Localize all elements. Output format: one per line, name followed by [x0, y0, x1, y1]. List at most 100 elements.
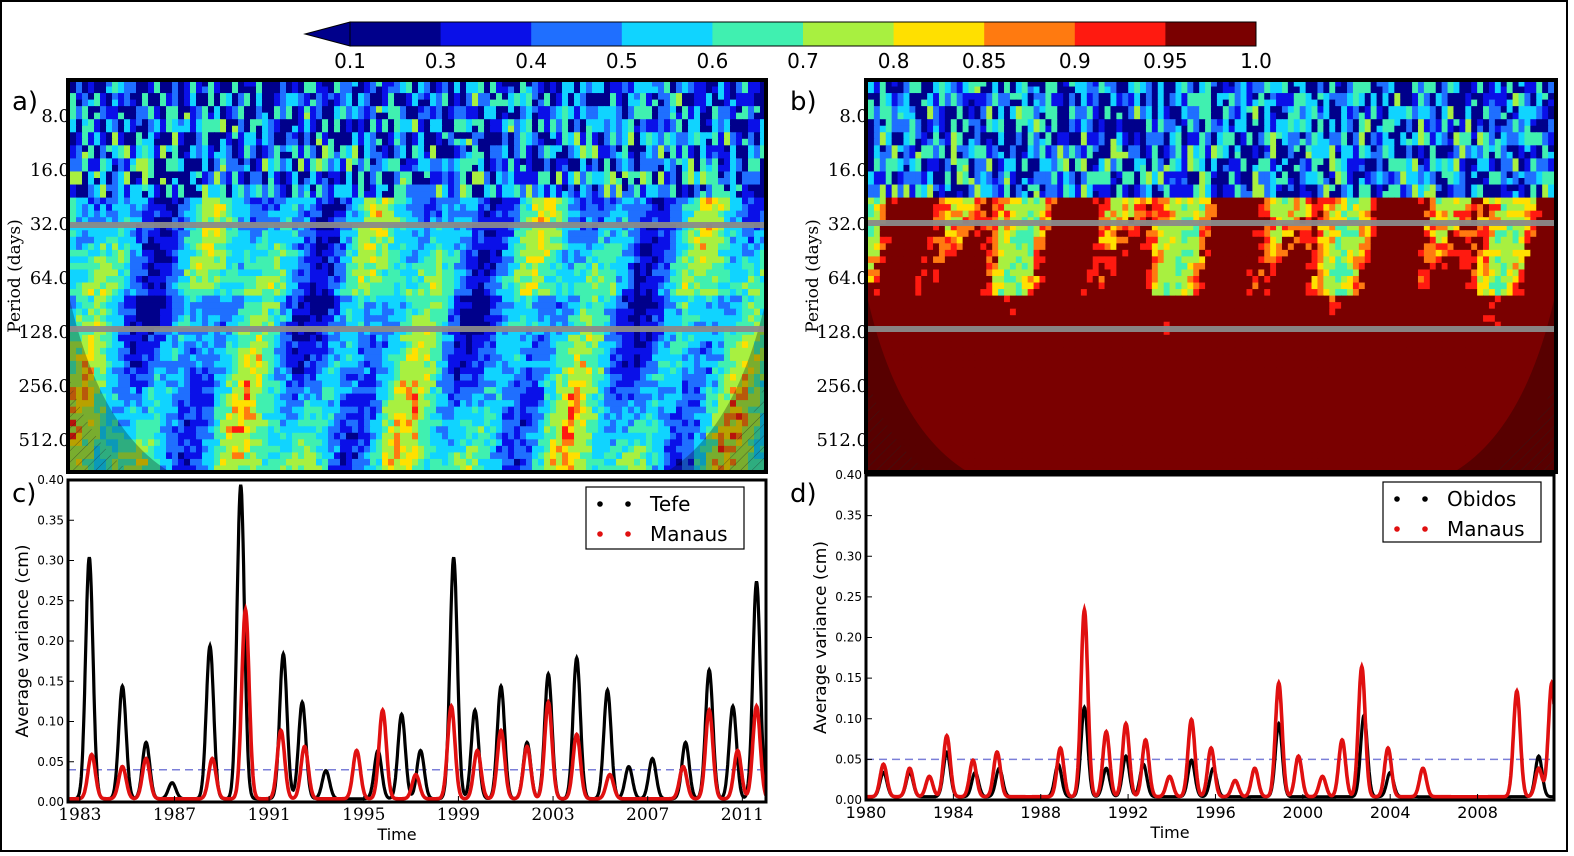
heatmap-cell [556, 86, 563, 94]
heatmap-cell [742, 321, 749, 329]
heatmap-cell [754, 112, 761, 120]
heatmap-cell [178, 249, 185, 257]
heatmap-cell [208, 341, 215, 349]
heatmap-cell [256, 262, 263, 271]
heatmap-cell [436, 334, 443, 342]
heatmap-cell [652, 178, 659, 186]
heatmap-cell [592, 125, 599, 133]
heatmap-cell [250, 99, 257, 107]
heatmap-cell [538, 191, 545, 199]
heatmap-cell [406, 236, 413, 244]
heatmap-cell [616, 191, 623, 199]
heatmap-cell [358, 243, 365, 251]
heatmap-cell [184, 132, 191, 140]
heatmap-cell [718, 210, 725, 218]
heatmap-cell [412, 86, 419, 94]
heatmap-cell [664, 217, 671, 225]
heatmap-cell [730, 191, 737, 199]
heatmap-cell [448, 99, 455, 107]
heatmap-cell [292, 347, 299, 355]
heatmap-cell [388, 315, 395, 323]
heatmap-cell [190, 164, 197, 173]
heatmap-cell [406, 151, 413, 159]
heatmap-cell [586, 269, 593, 277]
heatmap-cell [652, 230, 659, 238]
heatmap-cell [466, 112, 473, 120]
heatmap-cell [418, 99, 425, 107]
heatmap-cell [208, 262, 215, 271]
heatmap-cell [562, 164, 569, 173]
heatmap-cell [172, 282, 179, 290]
heatmap-cell [526, 191, 533, 199]
heatmap-cell [652, 145, 659, 153]
heatmap-cell [418, 191, 425, 199]
heatmap-cell [706, 321, 713, 329]
heatmap-cell [400, 178, 407, 186]
heatmap-cell [82, 302, 89, 310]
heatmap-cell [376, 289, 383, 297]
heatmap-cell [76, 138, 83, 146]
heatmap-cell [352, 308, 359, 316]
heatmap-cell [196, 164, 203, 173]
heatmap-cell [682, 249, 689, 257]
heatmap-cell [490, 191, 497, 199]
heatmap-cell [526, 125, 533, 133]
heatmap-cell [760, 145, 766, 153]
heatmap-cell [274, 354, 281, 362]
heatmap-cell [754, 334, 761, 342]
heatmap-cell [628, 204, 635, 212]
heatmap-cell [712, 347, 719, 355]
heatmap-cell [652, 138, 659, 146]
heatmap-cell [292, 321, 299, 329]
heatmap-cell [718, 269, 725, 277]
heatmap-cell [730, 217, 737, 225]
heatmap-cell [280, 191, 287, 199]
heatmap-cell [88, 230, 95, 238]
heatmap-cell [742, 276, 749, 284]
heatmap-cell [364, 145, 371, 153]
heatmap-cell [376, 302, 383, 310]
heatmap-cell [346, 112, 353, 120]
heatmap-cell [664, 204, 671, 212]
heatmap-cell [208, 106, 215, 114]
heatmap-cell [520, 308, 527, 316]
heatmap-cell [664, 112, 671, 120]
heatmap-cell [424, 230, 431, 238]
heatmap-cell [646, 151, 653, 159]
heatmap-cell [700, 164, 707, 173]
heatmap-cell [466, 138, 473, 146]
heatmap-cell [322, 276, 329, 284]
heatmap-cell [442, 119, 449, 127]
heatmap-cell [748, 106, 755, 114]
heatmap-cell [370, 191, 377, 199]
heatmap-cell [376, 197, 383, 205]
heatmap-cell [280, 236, 287, 244]
heatmap-cell [88, 112, 95, 120]
heatmap-cell [760, 302, 766, 310]
heatmap-cell [424, 158, 431, 166]
heatmap-cell [298, 243, 305, 251]
heatmap-cell [214, 158, 221, 166]
heatmap-cell [754, 256, 761, 264]
heatmap-cell [184, 119, 191, 127]
heatmap-cell [382, 354, 389, 362]
heatmap-cell [568, 334, 575, 342]
heatmap-cell [196, 119, 203, 127]
heatmap-cell [412, 236, 419, 244]
heatmap-cell [202, 138, 209, 146]
heatmap-cell [172, 249, 179, 257]
heatmap-cell [490, 230, 497, 238]
heatmap-cell [214, 256, 221, 264]
heatmap-cell [322, 217, 329, 225]
heatmap-cell [754, 249, 761, 257]
heatmap-cell [172, 321, 179, 329]
heatmap-cell [100, 282, 107, 290]
heatmap-cell [718, 145, 725, 153]
heatmap-cell [370, 178, 377, 186]
heatmap-cell [256, 184, 263, 192]
heatmap-cell [514, 151, 521, 159]
heatmap-cell [622, 276, 629, 284]
heatmap-cell [280, 132, 287, 140]
heatmap-cell [280, 243, 287, 251]
heatmap-cell [736, 321, 743, 329]
